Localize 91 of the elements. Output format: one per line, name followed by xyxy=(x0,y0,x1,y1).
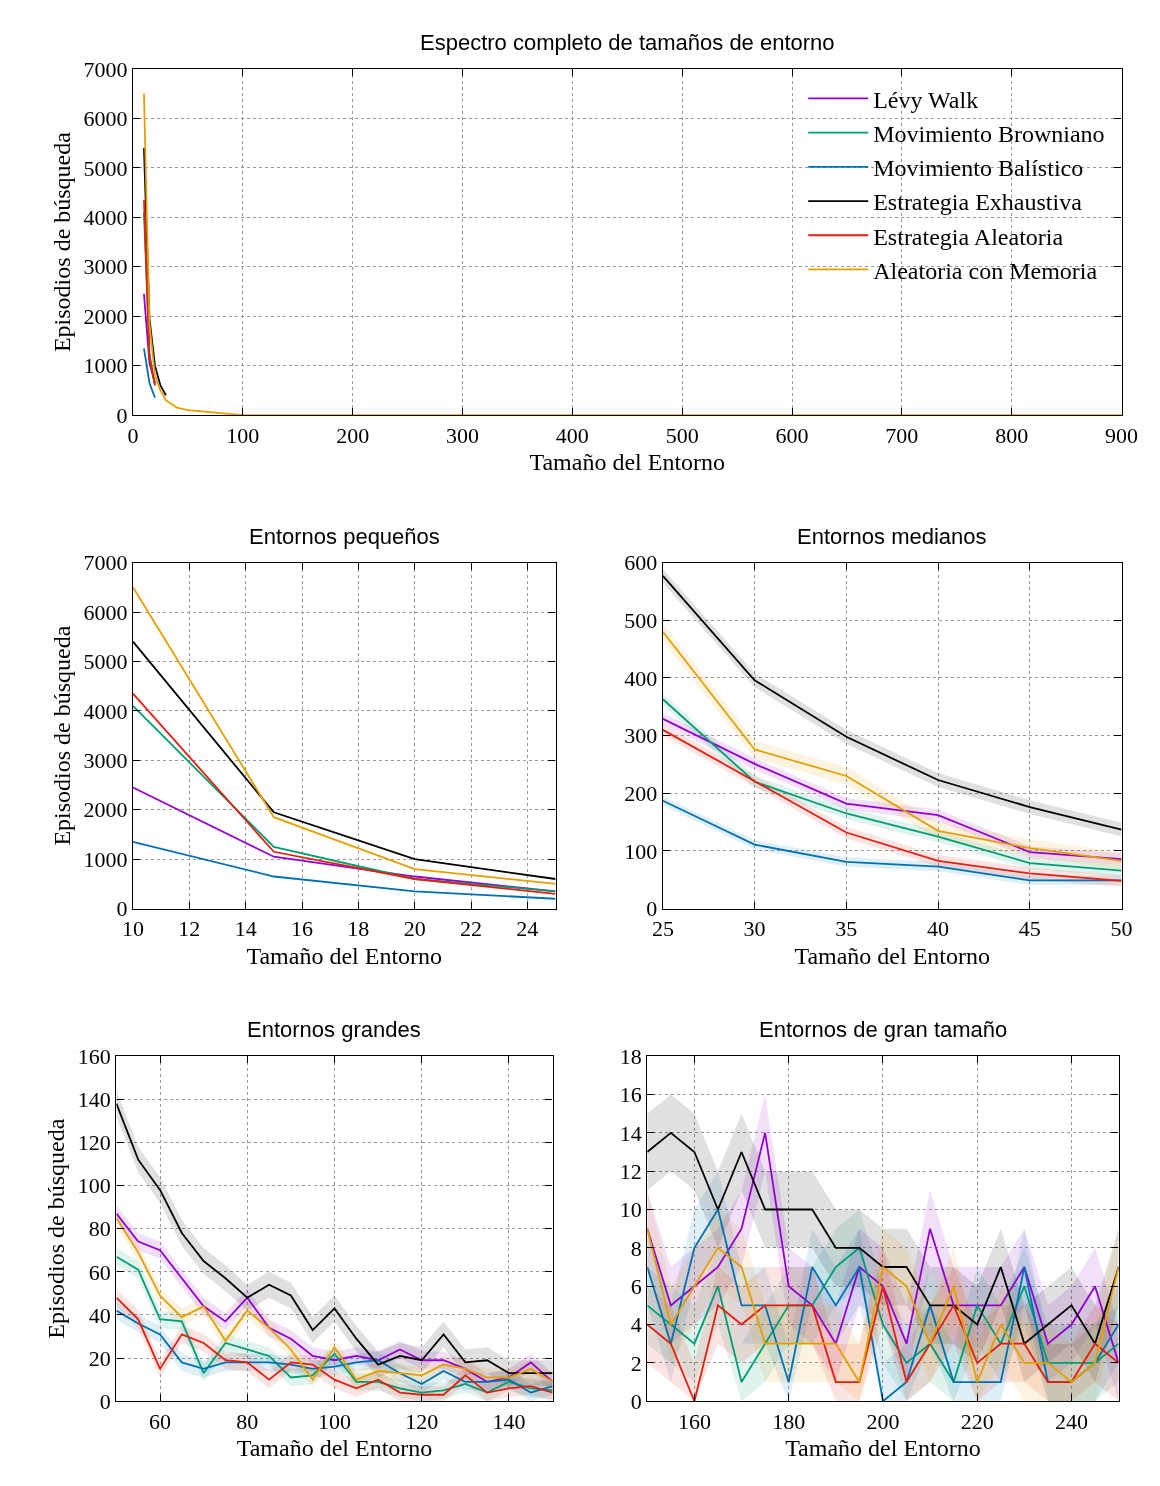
x-tick-label: 22 xyxy=(460,916,483,942)
x-tick-label: 30 xyxy=(743,916,766,942)
x-axis-title: Tamaño del Entorno xyxy=(785,1435,981,1462)
x-tick-label: 140 xyxy=(492,1408,526,1434)
y-tick-label: 0 xyxy=(99,1388,111,1414)
y-tick-label: 0 xyxy=(630,1388,642,1414)
y-tick-label: 4000 xyxy=(83,698,128,724)
y-tick-label: 160 xyxy=(77,1043,111,1069)
y-tick-label: 1000 xyxy=(83,353,128,379)
y-tick-label: 120 xyxy=(77,1130,111,1156)
x-tick-label: 300 xyxy=(446,422,479,448)
legend-label: Lévy Walk xyxy=(873,86,979,113)
x-tick-label: 200 xyxy=(866,1408,900,1434)
y-tick-label: 5000 xyxy=(83,649,128,675)
x-tick-label: 500 xyxy=(665,422,699,448)
x-tick-label: 18 xyxy=(347,916,370,942)
x-tick-label: 120 xyxy=(405,1408,439,1434)
y-axis-title: Episodios de búsqueda xyxy=(48,131,75,353)
y-tick-label: 4 xyxy=(630,1312,642,1338)
legend-label: Aleatoria con Memoria xyxy=(873,257,1098,284)
y-tick-label: 0 xyxy=(116,896,128,922)
x-tick-label: 100 xyxy=(226,422,260,448)
y-tick-label: 40 xyxy=(88,1302,111,1328)
x-tick-label: 60 xyxy=(149,1408,172,1434)
y-tick-label: 500 xyxy=(624,607,658,633)
x-axis-title: Tamaño del Entorno xyxy=(246,942,443,969)
x-tick-label: 240 xyxy=(1054,1408,1088,1434)
y-tick-label: 6000 xyxy=(83,106,128,132)
chart-title: Entornos medianos xyxy=(797,524,987,549)
y-tick-label: 16 xyxy=(619,1082,642,1108)
x-tick-label: 20 xyxy=(403,916,426,942)
y-tick-label: 300 xyxy=(624,723,658,749)
y-tick-label: 3000 xyxy=(83,748,128,774)
y-tick-label: 400 xyxy=(624,665,658,691)
chart-title: Entornos pequeños xyxy=(249,524,440,549)
y-tick-label: 18 xyxy=(619,1043,642,1069)
y-tick-label: 20 xyxy=(88,1345,111,1371)
y-tick-label: 80 xyxy=(88,1216,111,1242)
y-tick-label: 2 xyxy=(630,1350,642,1376)
x-axis-title: Tamaño del Entorno xyxy=(794,942,991,969)
x-tick-label: 14 xyxy=(234,916,257,942)
chart-title: Espectro completo de tamaños de entorno xyxy=(420,30,835,55)
y-tick-label: 1000 xyxy=(83,846,128,872)
legend-label: Movimiento Balístico xyxy=(873,155,1084,182)
y-tick-label: 2000 xyxy=(83,797,128,823)
x-tick-label: 40 xyxy=(927,916,950,942)
y-tick-label: 60 xyxy=(88,1259,111,1285)
y-axis-title: Episodios de búsqueda xyxy=(48,625,75,846)
x-axis-title: Tamaño del Entorno xyxy=(236,1435,433,1462)
x-tick-label: 600 xyxy=(775,422,809,448)
x-tick-label: 80 xyxy=(236,1408,259,1434)
x-tick-label: 800 xyxy=(995,422,1029,448)
y-axis-title: Episodios de búsqueda xyxy=(42,1118,69,1339)
y-tick-label: 14 xyxy=(619,1120,642,1146)
x-tick-label: 24 xyxy=(516,916,539,942)
y-tick-label: 7000 xyxy=(83,550,128,576)
x-tick-label: 45 xyxy=(1018,916,1041,942)
x-tick-label: 12 xyxy=(178,916,201,942)
y-tick-label: 2000 xyxy=(83,303,128,329)
y-tick-label: 0 xyxy=(116,402,128,428)
x-tick-label: 900 xyxy=(1105,422,1139,448)
legend-label: Estrategia Aleatoria xyxy=(873,223,1064,250)
x-axis-title: Tamaño del Entorno xyxy=(529,448,726,475)
x-tick-label: 180 xyxy=(772,1408,806,1434)
y-tick-label: 12 xyxy=(619,1158,642,1184)
y-tick-label: 100 xyxy=(624,838,658,864)
x-tick-label: 220 xyxy=(960,1408,994,1434)
chart-title: Entornos de gran tamaño xyxy=(759,1017,1008,1042)
y-tick-label: 7000 xyxy=(83,56,128,82)
x-tick-label: 50 xyxy=(1110,916,1133,942)
y-tick-label: 4000 xyxy=(83,205,128,231)
y-tick-label: 600 xyxy=(624,550,658,576)
y-tick-label: 6 xyxy=(630,1273,642,1299)
y-tick-label: 200 xyxy=(624,781,658,806)
y-tick-label: 140 xyxy=(77,1086,111,1112)
x-tick-label: 700 xyxy=(885,422,919,448)
x-tick-label: 16 xyxy=(291,916,313,942)
legend-label: Movimiento Browniano xyxy=(873,120,1105,147)
x-tick-label: 400 xyxy=(555,422,589,448)
x-tick-label: 160 xyxy=(677,1408,711,1434)
x-tick-label: 200 xyxy=(336,422,370,448)
x-tick-label: 35 xyxy=(835,916,858,942)
y-tick-label: 10 xyxy=(619,1197,642,1223)
legend-label: Estrategia Exhaustiva xyxy=(873,189,1083,216)
y-tick-label: 3000 xyxy=(83,254,128,280)
x-tick-label: 100 xyxy=(318,1408,351,1434)
chart-title: Entornos grandes xyxy=(247,1017,421,1042)
y-tick-label: 6000 xyxy=(83,599,128,625)
y-tick-label: 8 xyxy=(630,1235,642,1261)
y-tick-label: 100 xyxy=(77,1173,111,1199)
y-tick-label: 5000 xyxy=(83,155,128,181)
